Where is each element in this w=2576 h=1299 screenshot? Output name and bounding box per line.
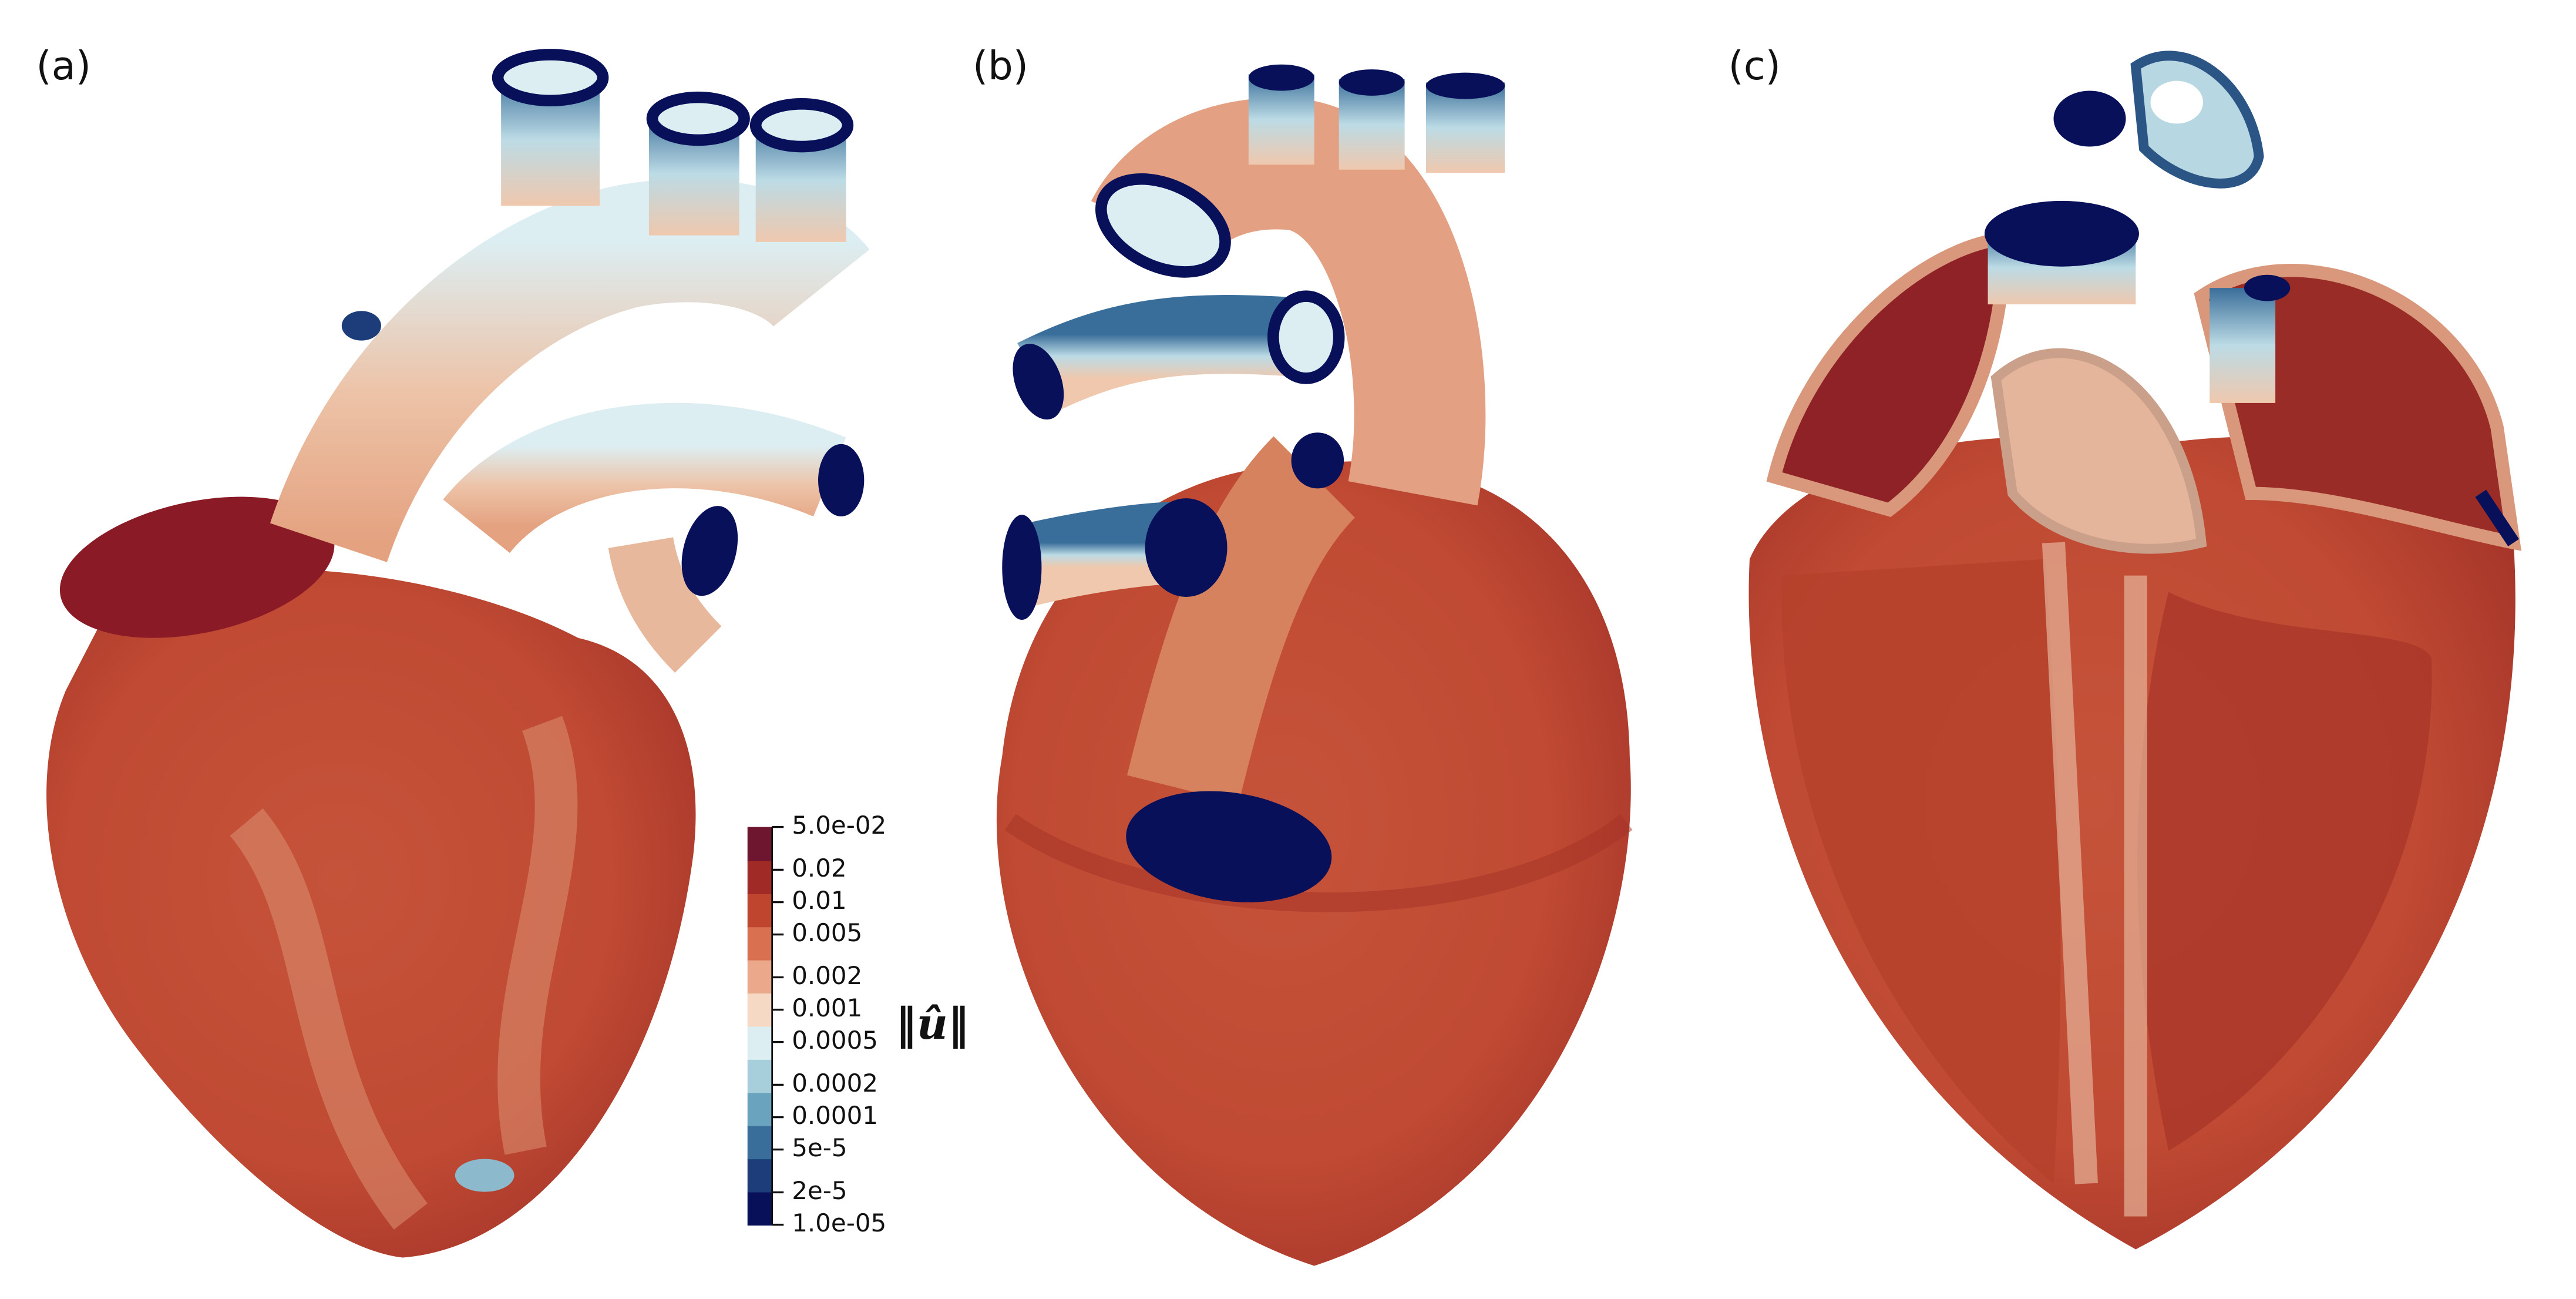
colorbar-band	[747, 1125, 772, 1160]
colorbar-tick-label: 0.01	[792, 886, 846, 915]
colorbar-band	[747, 959, 772, 994]
colorbar-band	[747, 1026, 772, 1060]
colorbar-tick-label: 5.0e-02	[792, 811, 886, 840]
colorbar-band	[747, 1191, 772, 1226]
colorbar-tick-label: 0.002	[792, 961, 862, 990]
colorbar-tick-label: 0.0002	[792, 1069, 878, 1097]
colorbar-band	[747, 860, 772, 894]
heart-b	[996, 64, 1633, 1266]
colorbar-tick-label: 0.0001	[792, 1101, 878, 1130]
colorbar-tick-label: 0.02	[792, 854, 846, 882]
colorbar-tick-label: 0.001	[792, 993, 862, 1022]
colorbar-band	[747, 893, 772, 928]
colorbar-tick-label: 0.0005	[792, 1026, 878, 1055]
colorbar-tick-label: 2e-5	[792, 1176, 847, 1205]
heart-c	[1748, 51, 2522, 1250]
panel-label: (b)	[973, 43, 1028, 89]
colorbar-band	[747, 1059, 772, 1093]
colorbar-tick-label: 1.0e-05	[792, 1209, 886, 1237]
colorbar-band	[747, 827, 772, 861]
colorbar-tick-label: 5e-5	[792, 1133, 847, 1162]
colorbar-label: ‖û‖	[895, 999, 969, 1049]
colorbar-band	[747, 992, 772, 1027]
panel-label: (c)	[1728, 43, 1781, 89]
colorbar-band	[747, 926, 772, 961]
colorbar: 5.0e-02 0.02 0.01 0.005 0.002 0.001 0.0005 0.00…	[747, 811, 886, 1237]
colorbar-band	[747, 1158, 772, 1193]
colorbar-tick-label: 0.005	[792, 918, 862, 947]
panel-label: (a)	[36, 43, 92, 89]
colorbar-band	[747, 1092, 772, 1126]
heart-a	[46, 49, 870, 1258]
